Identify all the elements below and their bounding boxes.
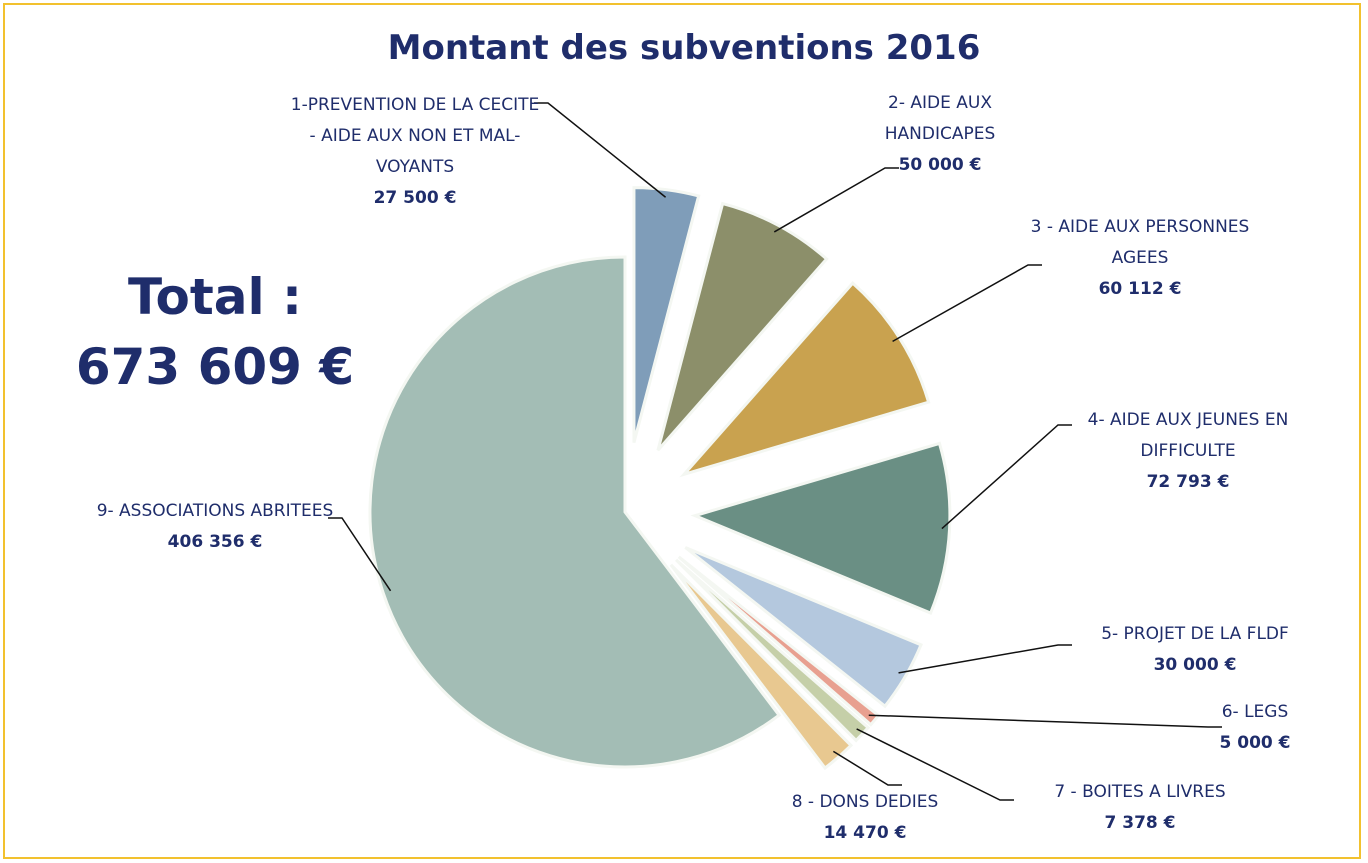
leader-line — [328, 517, 392, 592]
value-label: 406 356 € — [167, 532, 263, 552]
value-label: 7 378 € — [1104, 813, 1176, 833]
value-label: 27 500 € — [373, 188, 457, 208]
category-label: 2- AIDE AUX HANDICAPES — [884, 93, 996, 144]
slice-label: 7 - BOITES A LIVRES 7 378 € — [1020, 777, 1260, 839]
category-label: 9- ASSOCIATIONS ABRITEES — [96, 501, 334, 521]
category-label: 5- PROJET DE LA FLDF — [1101, 624, 1289, 644]
slice-label: 3 - AIDE AUX PERSONNES AGEES 60 112 € — [1005, 212, 1275, 305]
pie-slice — [675, 558, 871, 743]
value-label: 30 000 € — [1153, 655, 1237, 675]
pie-slice — [684, 546, 923, 709]
slice-label: 1-PREVENTION DE LA CECITE - AIDE AUX NON… — [290, 90, 540, 214]
pie-slice — [368, 255, 782, 769]
category-label: 8 - DONS DEDIES — [791, 792, 939, 812]
category-label: 6- LEGS — [1221, 702, 1289, 722]
leader-line — [534, 102, 667, 198]
slice-label: 9- ASSOCIATIONS ABRITEES 406 356 € — [80, 496, 350, 558]
chart-title: Montant des subventions 2016 — [387, 28, 981, 68]
category-label: 1-PREVENTION DE LA CECITE - AIDE AUX NON… — [290, 95, 540, 177]
leader-line — [898, 644, 1072, 674]
category-label: 4- AIDE AUX JEUNES EN DIFFICULTE — [1087, 410, 1289, 461]
value-label: 72 793 € — [1146, 472, 1230, 492]
pie-slice — [656, 201, 829, 452]
leader-line — [832, 750, 902, 786]
pie-slice — [669, 563, 854, 771]
slice-label: 6- LEGS 5 000 € — [1195, 697, 1315, 759]
slice-label: 5- PROJET DE LA FLDF 30 000 € — [1055, 619, 1335, 681]
value-label: 50 000 € — [898, 155, 982, 175]
leader-line — [941, 424, 1072, 530]
pie-slice — [690, 441, 952, 615]
leader-line — [773, 167, 899, 233]
category-label: 3 - AIDE AUX PERSONNES AGEES — [1030, 217, 1250, 268]
value-label: 14 470 € — [823, 823, 907, 843]
category-label: 7 - BOITES A LIVRES — [1054, 782, 1226, 802]
slice-label: 2- AIDE AUX HANDICAPES 50 000 € — [840, 88, 1040, 181]
value-label: 5 000 € — [1219, 733, 1291, 753]
total-value: 673 609 € — [75, 338, 355, 396]
leader-line — [868, 714, 1222, 728]
leader-line — [892, 264, 1042, 343]
total-label: Total : — [128, 268, 302, 326]
slice-label: 8 - DONS DEDIES 14 470 € — [745, 787, 985, 849]
slice-label: 4- AIDE AUX JEUNES EN DIFFICULTE 72 793 € — [1053, 405, 1323, 498]
pie-slice — [632, 186, 701, 443]
frame — [3, 3, 1361, 859]
leader-line — [856, 728, 1014, 801]
value-label: 60 112 € — [1098, 279, 1182, 299]
